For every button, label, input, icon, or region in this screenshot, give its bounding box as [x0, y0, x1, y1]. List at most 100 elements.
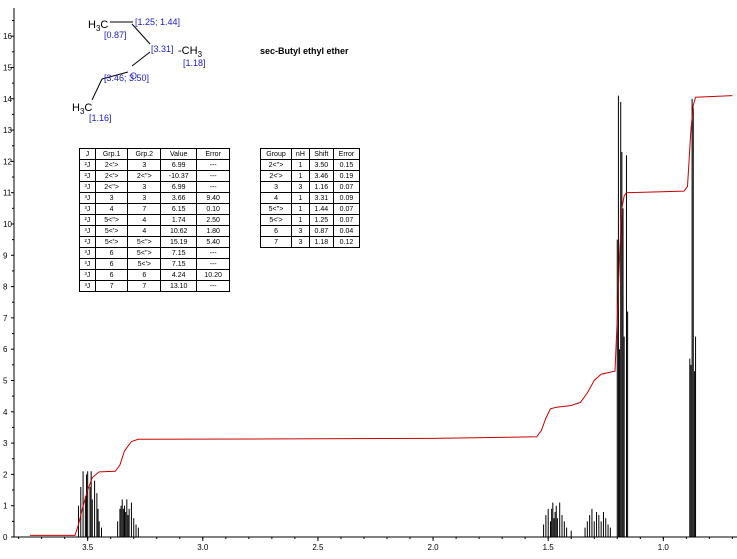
table-cell: 15.19	[160, 236, 198, 248]
table-cell: 6	[94, 269, 129, 281]
shift-label-ch3-bottom: [1.16]	[89, 113, 112, 123]
table-row: ²J 5<''> 4 1.74 2.50	[79, 214, 230, 226]
chemical-shift-table: Group nH Shift Error 2<''> 1 3.50 0.15 2<'> 1…	[259, 148, 361, 248]
table-row: ³J 7 7 13.10 ---	[79, 280, 230, 292]
table-row: ³J 2<''> 3 6.99 ---	[79, 181, 230, 193]
x-tick-label: 1.5	[543, 543, 555, 552]
column-header: J	[79, 148, 96, 160]
table-cell: 1.44	[308, 203, 334, 215]
table-cell: 5<'>	[259, 214, 293, 226]
table-cell: 1.18	[308, 236, 334, 248]
table-cell: 1.80	[196, 225, 230, 237]
integral-curve	[30, 95, 733, 536]
coupling-constants-table: J Grp.1 Grp.2 Value Error ²J 2<'> 3 6.99 ---…	[79, 148, 230, 292]
table-cell: 7	[127, 280, 162, 292]
y-tick-label: 16	[3, 32, 12, 41]
column-header: Value	[160, 148, 198, 160]
table-cell: 3.66	[160, 192, 198, 204]
table-cell: ---	[196, 170, 230, 182]
table-cell: 1	[291, 214, 310, 226]
table-cell: 6	[127, 269, 162, 281]
table-cell: 5<'>	[94, 225, 129, 237]
table-cell: ²J	[79, 159, 96, 171]
table-cell: 5<''>	[127, 247, 162, 259]
y-tick-label: 6	[3, 345, 8, 354]
methyl-label-right: -CH3	[178, 45, 203, 59]
table-cell: 3.31	[308, 192, 334, 204]
table-cell: 4	[127, 214, 162, 226]
table-cell: 10.62	[160, 225, 198, 237]
table-row: 3 3 1.16 0.07	[259, 181, 361, 193]
y-tick-label: 12	[3, 157, 12, 166]
table-cell: 1	[291, 159, 310, 171]
table-cell: ---	[196, 181, 230, 193]
x-tick-label: 3.5	[82, 543, 94, 552]
y-tick-label: 8	[3, 283, 8, 292]
table-cell: 3	[259, 181, 293, 193]
table-row: 4 1 3.31 0.09	[259, 192, 361, 204]
table-row: 5<'> 1 1.25 0.07	[259, 214, 361, 226]
y-tick-label: 10	[3, 220, 12, 229]
table-cell: 6.99	[160, 159, 198, 171]
table-cell: 2<'>	[259, 170, 293, 182]
column-header: Grp.1	[94, 148, 129, 160]
table-cell: 2.50	[196, 214, 230, 226]
table-row: ³J 6 5<'> 7.15 ---	[79, 258, 230, 270]
table-cell: -10.37	[160, 170, 198, 182]
table-cell: 0.87	[308, 225, 334, 237]
table-cell: ³J	[79, 258, 96, 270]
x-tick-label: 1.0	[658, 543, 670, 552]
table-row: 2<''> 1 3.50 0.15	[259, 159, 361, 171]
table-cell: 7	[259, 236, 293, 248]
y-tick-label: 3	[3, 439, 8, 448]
table-cell: ²J	[79, 170, 96, 182]
column-header: Group	[259, 148, 293, 160]
table-cell: 5<'>	[94, 236, 129, 248]
table-cell: 10.20	[196, 269, 230, 281]
table-row: ²J 5<'> 5<''> 15.19 5.40	[79, 236, 230, 248]
column-header: Grp.2	[127, 148, 162, 160]
table-cell: 3	[291, 236, 310, 248]
table-cell: 3	[94, 192, 129, 204]
table-cell: ³J	[79, 192, 96, 204]
table-row: 2<'> 1 3.46 0.19	[259, 170, 361, 182]
table-row: ²J 2<'> 2<''> -10.37 ---	[79, 170, 230, 182]
table-row: ³J 3 3 3.66 9.40	[79, 192, 230, 204]
y-tick-label: 7	[3, 314, 8, 323]
shift-label-och2: [3.46; 3.50]	[104, 73, 149, 83]
table-cell: 3	[291, 225, 310, 237]
table-cell: 4	[94, 203, 129, 215]
table-cell: 7.15	[160, 247, 198, 259]
shift-label-ch: [3.31]	[151, 44, 174, 54]
table-cell: 1.74	[160, 214, 198, 226]
chart-title: sec-Butyl ethyl ether	[260, 46, 349, 56]
y-tick-label: 5	[3, 376, 8, 385]
y-tick-label: 11	[3, 189, 12, 198]
table-cell: 2<''>	[127, 170, 162, 182]
table-cell: 0.15	[332, 159, 361, 171]
table-cell: 5<''>	[259, 203, 293, 215]
table-cell: 3	[127, 159, 162, 171]
table-cell: ³J	[79, 269, 96, 281]
table-cell: 0.10	[196, 203, 230, 215]
table-cell: 6	[259, 225, 293, 237]
y-tick-label: 2	[3, 470, 8, 479]
y-tick-label: 14	[3, 95, 12, 104]
table-cell: 3.50	[308, 159, 334, 171]
table-cell: ²J	[79, 236, 96, 248]
table-cell: 6	[94, 258, 129, 270]
table-cell: 6	[94, 247, 129, 259]
table-row: ³J 4 7 6.15 0.10	[79, 203, 230, 215]
shift-label-ch2: [1.25; 1.44]	[135, 17, 180, 27]
y-tick-label: 13	[3, 126, 12, 135]
y-tick-label: 0	[3, 533, 8, 542]
column-header: Shift	[308, 148, 334, 160]
table-cell: 0.09	[332, 192, 361, 204]
table-cell: ³J	[79, 181, 96, 193]
table-cell: 4	[127, 225, 162, 237]
table-cell: 7	[94, 280, 129, 292]
table-cell: 3	[127, 181, 162, 193]
table-cell: ³J	[79, 203, 96, 215]
